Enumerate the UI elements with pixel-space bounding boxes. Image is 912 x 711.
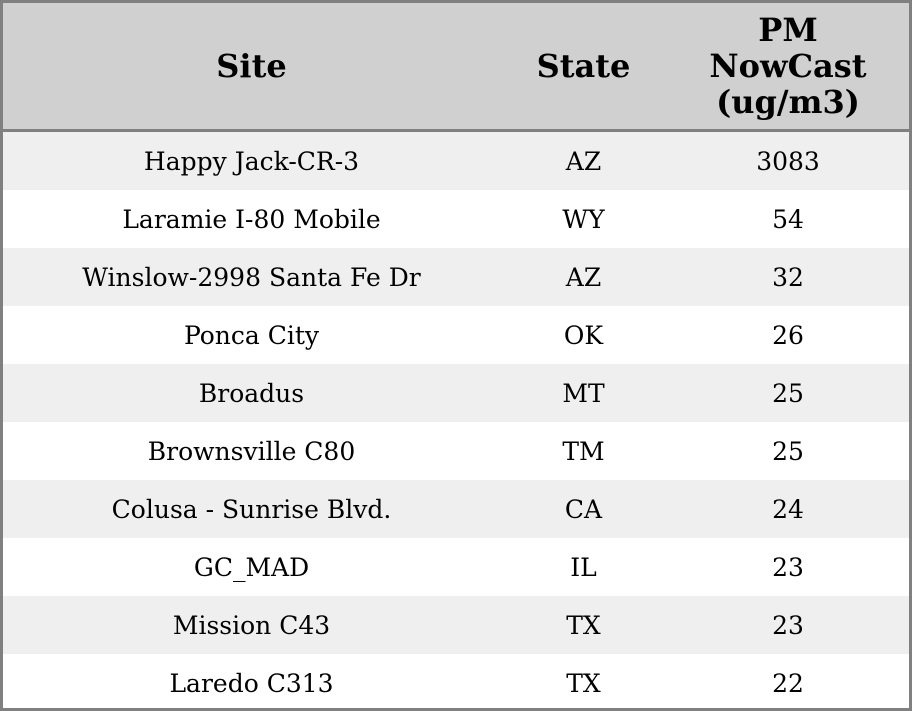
table-cell: Broadus [3, 364, 500, 422]
data-table: Site State PM NowCast (ug/m3) Happy Jack-C… [3, 3, 909, 708]
table-cell: Laramie I-80 Mobile [3, 190, 500, 248]
table-row: Ponca City OK 26 [3, 306, 909, 364]
header-text: State [536, 47, 631, 85]
table-cell: TM [500, 422, 667, 480]
table-cell: Laredo C313 [3, 654, 500, 708]
table-cell: GC_MAD [3, 538, 500, 596]
table-cell: 23 [667, 596, 909, 654]
header-cell: State [500, 3, 667, 132]
table-cell: Colusa - Sunrise Blvd. [3, 480, 500, 538]
table-cell: Brownsville C80 [3, 422, 500, 480]
table-row: Mission C43 TX 23 [3, 596, 909, 654]
table-cell: 54 [667, 190, 909, 248]
header-row: Site State PM NowCast (ug/m3) [3, 3, 909, 132]
table-row: Colusa - Sunrise Blvd. CA 24 [3, 480, 909, 538]
table-cell: Mission C43 [3, 596, 500, 654]
header-cell: PM NowCast (ug/m3) [667, 3, 909, 132]
table-row: Brownsville C80 TM 25 [3, 422, 909, 480]
table-cell: 25 [667, 422, 909, 480]
table-cell: WY [500, 190, 667, 248]
table-cell: TX [500, 654, 667, 708]
table-cell: 23 [667, 538, 909, 596]
table-cell: IL [500, 538, 667, 596]
table-row: Laramie I-80 Mobile WY 54 [3, 190, 909, 248]
table-cell: 24 [667, 480, 909, 538]
table-cell: TX [500, 596, 667, 654]
table-row: Broadus MT 25 [3, 364, 909, 422]
table-cell: MT [500, 364, 667, 422]
table-row: Happy Jack-CR-3 AZ 3083 [3, 130, 909, 190]
table-cell: Happy Jack-CR-3 [3, 130, 500, 190]
table-cell: 32 [667, 248, 909, 306]
table-cell: 25 [667, 364, 909, 422]
table-row: GC_MAD IL 23 [3, 538, 909, 596]
table-cell: Ponca City [3, 306, 500, 364]
table-body: Happy Jack-CR-3 AZ 3083 Laramie I-80 Mobile… [3, 130, 909, 708]
header-text: Site [216, 47, 287, 85]
table-row: Laredo C313 TX 22 [3, 654, 909, 708]
table-cell: AZ [500, 130, 667, 190]
table-cell: Winslow-2998 Santa Fe Dr [3, 248, 500, 306]
header-text: PM NowCast (ug/m3) [709, 11, 867, 121]
table-cell: AZ [500, 248, 667, 306]
header-cell: Site [3, 3, 500, 132]
table-cell: CA [500, 480, 667, 538]
table-cell: 3083 [667, 130, 909, 190]
table-row: Winslow-2998 Santa Fe Dr AZ 32 [3, 248, 909, 306]
table-cell: OK [500, 306, 667, 364]
table-cell: 22 [667, 654, 909, 708]
table-cell: 26 [667, 306, 909, 364]
